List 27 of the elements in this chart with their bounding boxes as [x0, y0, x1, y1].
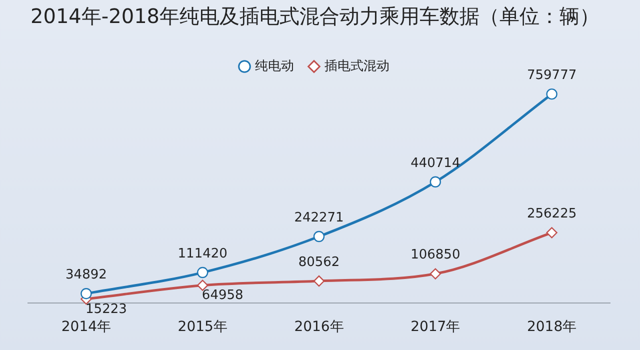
- data-label: 64958: [202, 288, 244, 304]
- data-label: 256225: [526, 206, 577, 222]
- legend-label: 纯电动: [255, 58, 294, 74]
- x-tick-label: 2015年: [178, 319, 228, 336]
- chart-title: 2014年-2018年纯电及插电式混合动力乘用车数据（单位：辆）: [30, 4, 600, 28]
- x-tick-label: 2017年: [410, 319, 460, 336]
- data-label: 242271: [294, 210, 344, 226]
- legend-label: 插电式混动: [324, 58, 390, 74]
- data-label: 15223: [86, 302, 127, 317]
- point: [546, 227, 558, 238]
- data-label: 80562: [298, 254, 340, 270]
- data-label: 759777: [526, 68, 577, 83]
- point: [546, 88, 558, 100]
- x-tick-label: 2014年: [61, 319, 112, 336]
- point: [80, 288, 92, 300]
- point: [197, 266, 208, 278]
- data-label: 440714: [410, 156, 460, 171]
- x-tick-label: 2016年: [294, 319, 344, 336]
- point: [197, 280, 208, 291]
- x-tick-label: 2018年: [526, 319, 577, 336]
- data-label: 34892: [66, 267, 107, 282]
- point: [430, 268, 441, 280]
- point: [313, 230, 325, 242]
- data-label: 111420: [178, 246, 228, 262]
- point: [430, 176, 441, 188]
- data-label: 106850: [410, 248, 460, 263]
- point: [313, 275, 325, 287]
